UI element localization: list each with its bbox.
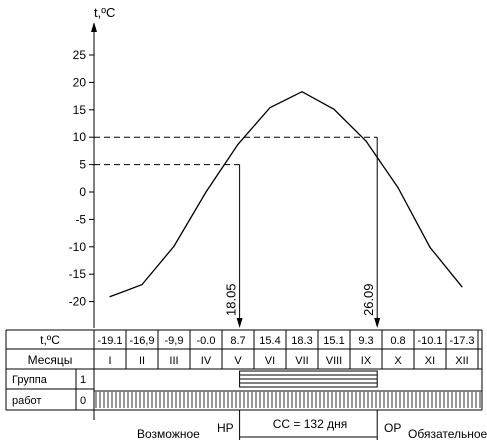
np-label: НР: [217, 421, 234, 435]
work-group-bands: [94, 370, 482, 408]
table-temp-cell: 9.3: [358, 335, 373, 347]
y-tick-group: 25 20 15 10 5 0 -5 -10 -15 -20: [69, 48, 94, 309]
table-temp-cell: -19.1: [97, 335, 122, 347]
table-temp-row-label: t,ºC: [40, 333, 60, 347]
table-month-cell: II: [139, 355, 145, 367]
table-month-cell: IV: [201, 355, 212, 367]
date-marker-arrow: [374, 318, 381, 328]
table-month-cell: VII: [295, 355, 308, 367]
mandatory-label: Обязательное: [408, 427, 487, 441]
y-axis-title: t,ºC: [94, 5, 115, 20]
temperature-point: [269, 107, 271, 109]
temperature-point: [333, 108, 335, 110]
table-temp-cell: -17.3: [449, 335, 474, 347]
date-marker-label: 18.05: [224, 283, 239, 316]
table-temp-cell: -9,9: [165, 335, 184, 347]
y-tick-label: 5: [79, 158, 86, 172]
group-label-line1: Группа: [12, 374, 48, 386]
date-marker-arrow: [236, 318, 243, 328]
table-columns: -19.1 -16,9 -9,9 -0.0 8.7 15.4 18.3 15.1 9.3 0.8-…: [93, 330, 479, 369]
table-month-cell: III: [169, 355, 178, 367]
group-level-1: 1: [80, 374, 86, 386]
temperature-point: [301, 91, 303, 93]
reference-lines: [94, 136, 378, 166]
table-temp-cell: 15.1: [323, 335, 344, 347]
date-markers: 18.05 26.09: [224, 137, 381, 328]
table-month-cell: XI: [425, 355, 435, 367]
table-month-cell: I: [108, 355, 111, 367]
temperature-point: [205, 191, 207, 193]
temperature-point: [109, 296, 111, 298]
group-level-0: 0: [80, 395, 86, 407]
table-months-row-label: Месяцы: [28, 353, 73, 367]
temperature-point: [173, 245, 175, 247]
y-tick-label: -15: [69, 267, 87, 281]
temperature-point: [237, 143, 239, 145]
table-month-cell: IX: [361, 355, 372, 367]
table-temp-cell: -10.1: [417, 335, 442, 347]
temperature-point: [141, 284, 143, 286]
y-axis-arrow: [91, 22, 97, 32]
y-tick-label: 20: [73, 75, 87, 89]
group-label-line2: работ: [12, 395, 41, 407]
temperature-point: [365, 140, 367, 142]
table-temp-cell: -16,9: [129, 335, 154, 347]
temperature-point: [461, 286, 463, 288]
table-temp-cell: -0.0: [197, 335, 216, 347]
table-month-cell: VI: [265, 355, 275, 367]
table-month-cell: XII: [455, 355, 468, 367]
temperature-point: [429, 246, 431, 248]
table-month-cell: X: [394, 355, 402, 367]
temperature-point: [397, 187, 399, 189]
y-tick-label: -10: [69, 240, 87, 254]
table-month-cell: VIII: [326, 355, 343, 367]
op-label: ОР: [384, 421, 401, 435]
table-temp-cell: 0.8: [390, 335, 405, 347]
cc-label: СС = 132 дня: [273, 417, 348, 431]
date-marker-label: 26.09: [361, 283, 376, 316]
table-temp-cell: 18.3: [291, 335, 312, 347]
temperature-line: [109, 90, 463, 298]
y-tick-label: 25: [73, 48, 87, 62]
y-tick-label: 10: [73, 130, 87, 144]
y-tick-label: 15: [73, 103, 87, 117]
possible-label: Возможное: [137, 427, 200, 441]
table-month-cell: V: [234, 355, 242, 367]
y-tick-label: 0: [79, 185, 86, 199]
table-temp-cell: 8.7: [230, 335, 245, 347]
table-temp-cell: 15.4: [259, 335, 280, 347]
temperature-series: [109, 90, 463, 298]
y-tick-label: -20: [69, 295, 87, 309]
season-brackets: [93, 410, 378, 440]
y-tick-label: -5: [75, 212, 86, 226]
